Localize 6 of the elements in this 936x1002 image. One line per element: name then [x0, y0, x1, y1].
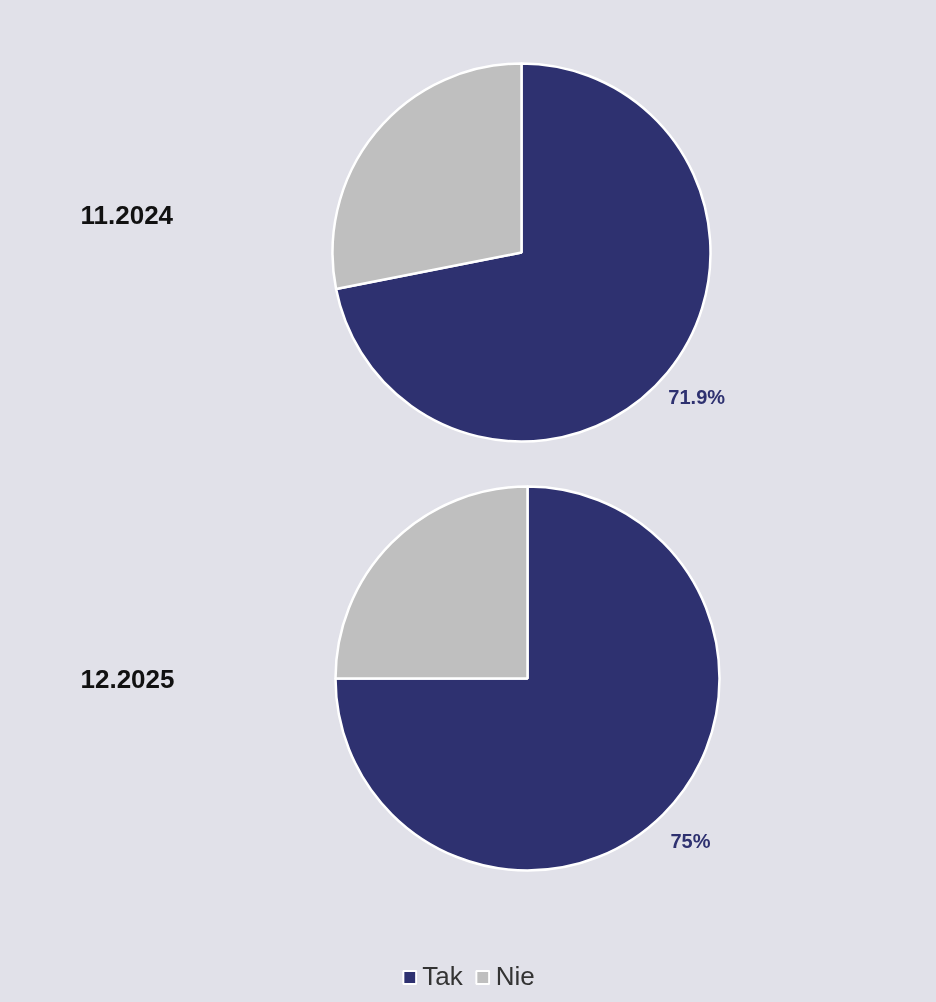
text: 11.2024 — [80, 199, 174, 230]
legend-label: Nie — [495, 961, 535, 992]
legend-label: Tak — [422, 961, 463, 992]
text: 12.2025 — [80, 663, 175, 694]
data-label: 75% — [670, 830, 711, 853]
data-label: 71.9% — [668, 385, 726, 408]
